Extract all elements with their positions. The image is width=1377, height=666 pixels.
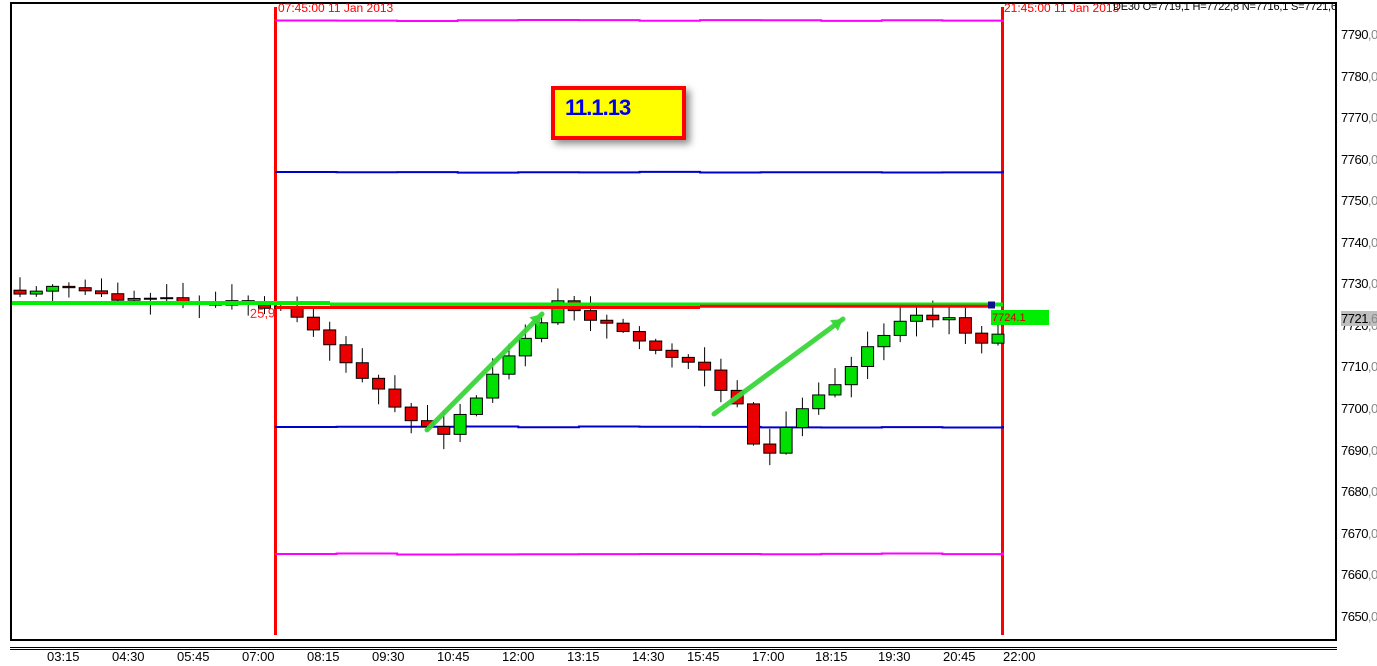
svg-text:7724.1: 7724.1 xyxy=(992,312,1026,324)
svg-text:25,9: 25,9 xyxy=(250,305,276,321)
